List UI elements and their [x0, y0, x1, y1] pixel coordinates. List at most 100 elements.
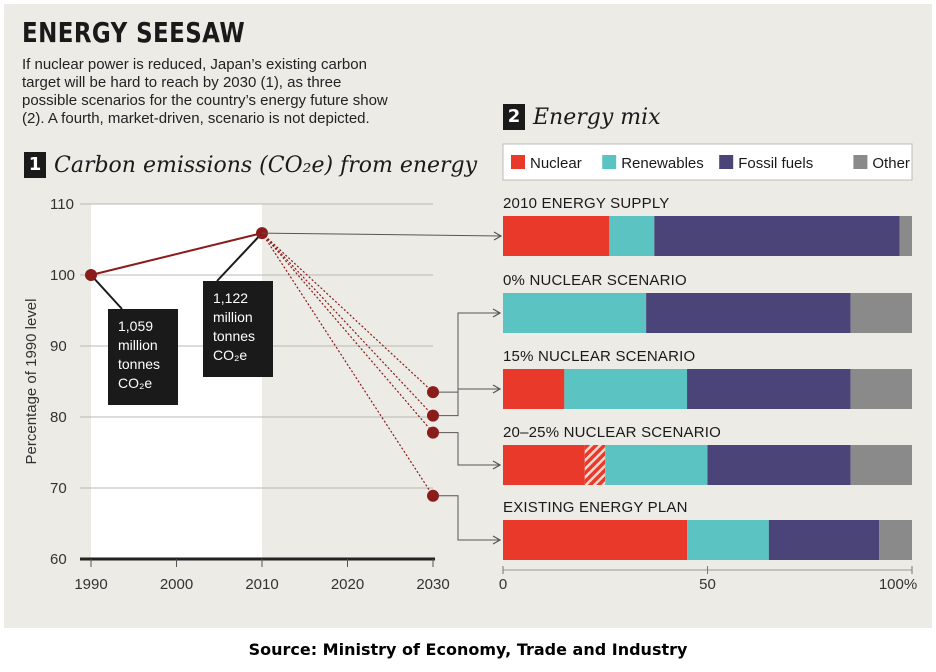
- bar-segment: [605, 445, 708, 485]
- bar-segment: [646, 293, 851, 333]
- legend-box: [502, 143, 913, 181]
- connector-arrow: [492, 460, 502, 470]
- callout-box: [108, 309, 178, 405]
- intro-line: possible scenarios for the country’s ene…: [22, 92, 388, 109]
- bar-category-label: 20–25% NUCLEAR SCENARIO: [503, 424, 721, 441]
- section2-title: Energy mix: [533, 104, 661, 130]
- projection-point: [427, 489, 439, 502]
- callout: 1,122 million tonnes CO₂e: [203, 232, 273, 377]
- bar-category-label: 0% NUCLEAR SCENARIO: [503, 272, 687, 289]
- callout-line: 1,059: [118, 318, 153, 334]
- callout-leader: [90, 274, 123, 310]
- projection-point: [427, 409, 439, 422]
- legend-item: Nuclear: [511, 155, 582, 172]
- legend-swatch: [853, 155, 868, 169]
- section2-header: 2 Energy mix: [503, 104, 661, 130]
- projection-point: [427, 426, 439, 439]
- bar-category-label: EXISTING ENERGY PLAN: [503, 499, 688, 516]
- connector-line: [261, 232, 502, 237]
- legend: Nuclear Renewables Fossil fuels Other: [502, 143, 913, 181]
- bar-x-tick-label: 0: [499, 576, 507, 593]
- legend-item: Other: [853, 155, 910, 172]
- connector-arrow: [492, 308, 502, 318]
- connectors: [261, 231, 503, 545]
- bar-segment: [503, 293, 647, 333]
- connector-arrow: [492, 384, 502, 394]
- bar-segment: [850, 369, 912, 409]
- legend-label: Renewables: [621, 155, 704, 172]
- projection-line: [261, 232, 434, 416]
- connector-arrow: [492, 535, 502, 545]
- intro-text: If nuclear power is reduced, Japan’s exi…: [22, 56, 472, 128]
- x-tick-label: 2030: [416, 576, 449, 593]
- x-tick-label: 2020: [331, 576, 364, 593]
- projection-line: [261, 232, 434, 497]
- legend-swatch: [719, 155, 734, 169]
- bar-segment: [687, 369, 851, 409]
- callout-line: CO₂e: [118, 375, 152, 391]
- y-tick-label: 90: [50, 338, 67, 355]
- intro-line: If nuclear power is reduced, Japan’s exi…: [22, 56, 367, 73]
- x-tick-label: 2010: [245, 576, 278, 593]
- section1-number: 1: [24, 152, 46, 178]
- projection-line: [261, 232, 434, 393]
- legend-label: Nuclear: [530, 155, 582, 172]
- bar-segment: [503, 445, 585, 485]
- callout-leader: [216, 232, 263, 282]
- intro-line: target will be hard to reach by 2030 (1)…: [22, 74, 342, 91]
- bar-segment: [609, 216, 655, 256]
- bar-segment: [850, 293, 912, 333]
- bar-segment: [687, 520, 769, 560]
- bar-segment: [768, 520, 880, 560]
- connector-line: [433, 432, 500, 466]
- legend-swatch: [511, 155, 525, 169]
- legend-item: Fossil fuels: [719, 155, 813, 172]
- bar-x-tick-label: 100%: [879, 576, 917, 593]
- bar-segment: [654, 216, 900, 256]
- bar-segment: [503, 369, 565, 409]
- bar-category-label: 2010 ENERGY SUPPLY: [503, 195, 669, 212]
- y-tick-label: 100: [50, 267, 75, 284]
- bar-category-label: 15% NUCLEAR SCENARIO: [503, 348, 695, 365]
- headline: ENERGY SEESAW: [22, 16, 246, 49]
- callout-line: million: [118, 337, 158, 353]
- legend-label: Other: [872, 155, 910, 172]
- bar-x-tick-label: 50: [699, 576, 716, 593]
- connector-line: [433, 495, 500, 541]
- bar-segment: [503, 520, 688, 560]
- callout-line: tonnes: [118, 356, 160, 372]
- x-tick-label: 1990: [74, 576, 107, 593]
- bar-segment: [879, 520, 912, 560]
- bar-segment: [850, 445, 912, 485]
- bar-segment: [503, 216, 610, 256]
- x-tick-label: 2000: [160, 576, 193, 593]
- callout-line: CO₂e: [213, 347, 247, 363]
- callout-line: million: [213, 309, 253, 325]
- historical-line: [90, 232, 263, 276]
- y-tick-label: 110: [50, 196, 74, 213]
- bar-segment: [584, 445, 606, 485]
- legend-item: Renewables: [602, 155, 704, 172]
- projection-point: [427, 386, 439, 399]
- section1-header: 1 Carbon emissions (CO₂e) from energy: [24, 152, 477, 178]
- connector-arrow: [493, 231, 503, 241]
- y-axis-label: Percentage of 1990 level: [23, 299, 40, 465]
- callout: 1,059 million tonnes CO₂e: [90, 274, 178, 405]
- callout-line: tonnes: [213, 328, 255, 344]
- y-tick-label: 80: [50, 409, 67, 426]
- bar-segment: [564, 369, 688, 409]
- section1-title: Carbon emissions (CO₂e) from energy: [54, 152, 478, 178]
- callout-box: [203, 281, 273, 377]
- connector-line: [433, 312, 500, 393]
- y-tick-label: 60: [50, 551, 67, 568]
- source-note: Source: Ministry of Economy, Trade and I…: [248, 640, 688, 659]
- section2-number: 2: [503, 104, 525, 130]
- historical-point: [85, 269, 97, 281]
- y-tick-label: 70: [50, 480, 67, 497]
- legend-swatch: [602, 155, 617, 169]
- bar-segment: [899, 216, 912, 256]
- intro-line: (2). A fourth, market-driven, scenario i…: [22, 110, 370, 127]
- callout-line: 1,122: [213, 290, 248, 306]
- connector-line: [433, 388, 500, 417]
